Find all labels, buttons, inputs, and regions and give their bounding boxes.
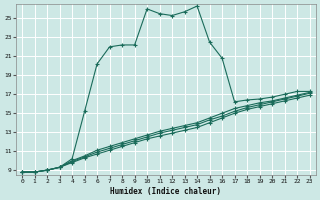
X-axis label: Humidex (Indice chaleur): Humidex (Indice chaleur) [110,187,221,196]
